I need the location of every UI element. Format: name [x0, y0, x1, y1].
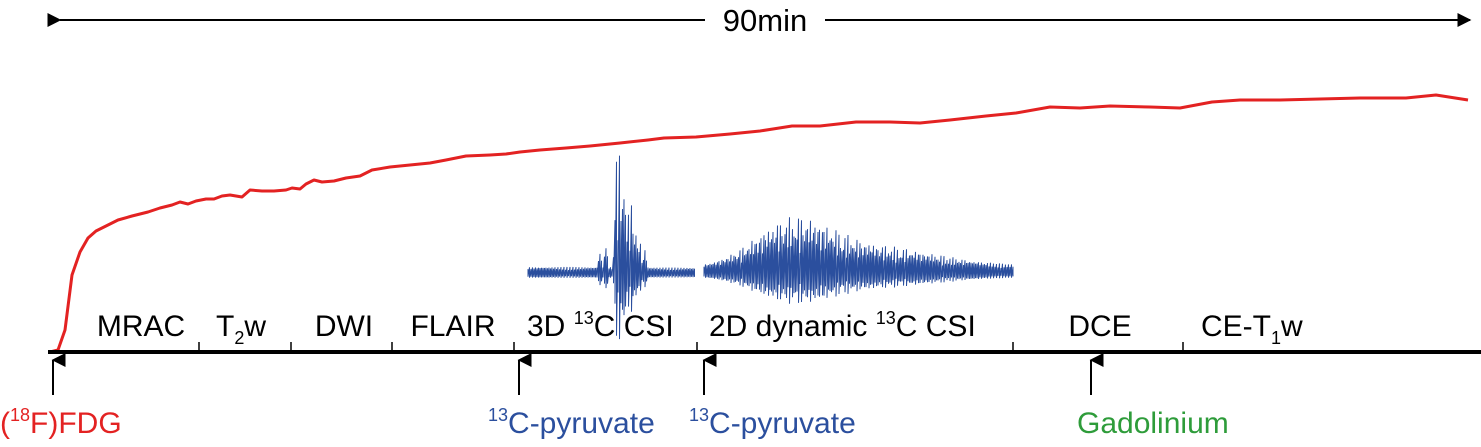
seq-2d-dynamic-csi: 2D dynamic 13C CSI — [709, 308, 976, 343]
sequence-separators — [198, 342, 1184, 352]
seq-mrac: MRAC — [97, 310, 185, 343]
spectrum-2d-dynamic-csi — [703, 217, 1014, 304]
spectrum-trace — [527, 155, 695, 340]
seq-ce-t1w: CE-T1w — [1201, 310, 1303, 348]
seq-dce: DCE — [1068, 310, 1131, 343]
injection-gadolinium-label: Gadolinium — [1077, 407, 1229, 440]
seq-t2w: T2w — [216, 310, 266, 348]
injection-pyruvate-1-label: 13C-pyruvate — [488, 405, 655, 440]
duration-label: 90min — [723, 3, 807, 38]
spectrum-trace — [703, 217, 1014, 304]
seq-flair: FLAIR — [410, 310, 495, 343]
injection-fdg-label: (18F)FDG — [0, 405, 122, 440]
injection-pyruvate-2-label: 13C-pyruvate — [689, 405, 856, 440]
seq-3d-csi: 3D 13C CSI — [527, 308, 674, 343]
fdg-uptake-curve — [49, 93, 1469, 354]
seq-dwi: DWI — [315, 310, 373, 343]
spectrum-3d-csi — [527, 155, 695, 340]
